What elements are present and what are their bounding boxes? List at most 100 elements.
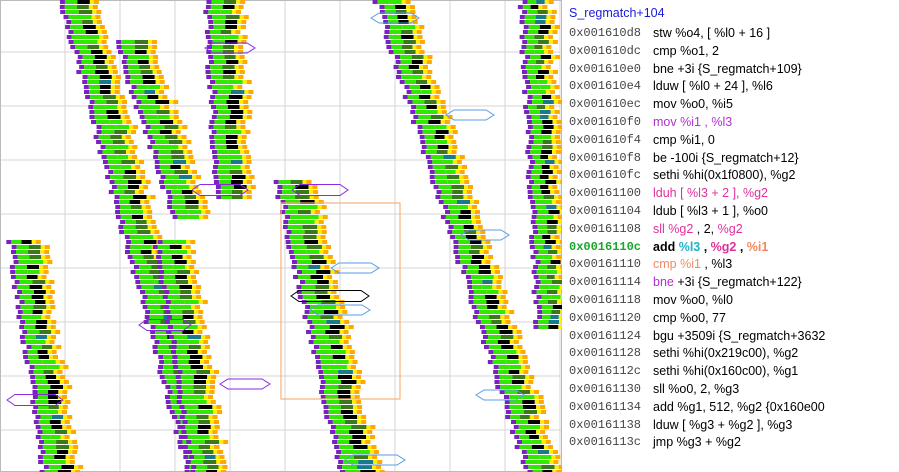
instruction-block-icon (50, 305, 56, 309)
instruction-block-icon (285, 240, 291, 244)
instruction-block-icon (283, 220, 289, 224)
instruction-block-icon (504, 315, 510, 319)
instruction-block-icon (494, 265, 500, 269)
instruction-block-icon (485, 240, 491, 244)
instruction-block-icon (518, 355, 523, 359)
instruction-block-icon (45, 340, 50, 344)
instruction-block-icon (419, 95, 431, 99)
instruction-block-icon (532, 195, 544, 199)
instruction-block-icon (39, 470, 45, 472)
instruction-block-icon (217, 470, 222, 472)
instruction-block-icon (322, 240, 328, 244)
instruction-block-icon (521, 365, 526, 369)
instruction-block-icon (142, 295, 148, 299)
instruction-block-icon (541, 150, 552, 154)
instruction-block-icon (548, 210, 560, 214)
instruction-block-icon (552, 305, 562, 309)
instruction-block-icon (560, 205, 562, 209)
instruction-block-icon (551, 55, 556, 59)
instruction-block-icon (372, 455, 378, 459)
instruction-block-icon (185, 325, 198, 329)
instruction-block-icon (49, 420, 61, 424)
instruction-block-icon (338, 310, 343, 314)
instruction-block-icon (228, 95, 243, 99)
instruction-block-icon (219, 160, 231, 164)
instruction-block-icon (35, 340, 46, 344)
instruction-block-icon (178, 175, 193, 179)
branch-hexagon-icon (191, 184, 249, 196)
instruction-block-icon (442, 160, 453, 164)
instruction-block-icon (390, 25, 403, 29)
instruction-block-icon (193, 315, 198, 319)
instruction-block-icon (140, 70, 153, 74)
instruction-block-icon (482, 280, 493, 284)
instruction-block-icon (469, 240, 482, 244)
instruction-block-icon (134, 190, 139, 194)
instruction-block-icon (402, 25, 416, 29)
instruction-block-icon (389, 0, 402, 4)
instruction-block-icon (63, 385, 68, 389)
instruction-block-icon (314, 325, 330, 329)
instruction-block-icon (196, 195, 201, 199)
instruction-block-icon (479, 250, 484, 254)
instruction-block-icon (45, 255, 51, 259)
instruction-block-icon (551, 280, 562, 284)
instruction-block-icon (205, 390, 210, 394)
instruction-block-icon (431, 90, 436, 94)
instruction-block-icon (529, 240, 535, 244)
instruction-block-icon (135, 165, 141, 169)
instruction-block-icon (424, 135, 435, 139)
instruction-block-icon (102, 160, 108, 164)
instruction-block-icon (176, 350, 187, 354)
instruction-block-icon (222, 85, 234, 89)
instruction-block-icon (544, 35, 549, 39)
instruction-block-icon (504, 405, 510, 409)
instruction-block-icon (319, 250, 324, 254)
pipeline-visualization[interactable] (0, 0, 562, 472)
instruction-block-icon (528, 105, 537, 109)
instruction-block-icon (446, 125, 451, 129)
instruction-block-icon (43, 465, 49, 469)
instruction-block-icon (235, 70, 240, 74)
instruction-block-icon (157, 115, 170, 119)
instruction-block-icon (67, 385, 73, 389)
instruction-block-icon (557, 125, 562, 129)
instruction-block-icon (108, 70, 113, 74)
instruction-block-icon (496, 325, 509, 329)
instruction-block-icon (326, 400, 340, 404)
instruction-block-icon (234, 50, 239, 54)
instruction-block-icon (220, 190, 232, 194)
instruction-block-icon (139, 160, 145, 164)
pipeline-canvas[interactable] (0, 0, 562, 472)
instruction-block-icon (205, 210, 211, 214)
instruction-block-icon (242, 170, 247, 174)
instruction-block-icon (325, 245, 331, 249)
instruction-block-icon (194, 400, 207, 404)
instruction-block-icon (316, 365, 322, 369)
instruction-block-icon (324, 390, 338, 394)
instruction-block-icon (308, 185, 313, 189)
instruction-block-icon (157, 250, 163, 254)
instruction-block-icon (38, 405, 49, 409)
instruction-block-icon (190, 275, 196, 279)
instruction-block-icon (35, 435, 41, 439)
instruction-block-icon (552, 170, 557, 174)
instruction-block-icon (180, 425, 186, 429)
instruction-block-icon (204, 30, 210, 34)
instruction-block-icon (458, 250, 470, 254)
instruction-block-icon (188, 345, 201, 349)
instruction-block-icon (114, 130, 128, 134)
instruction-address: 0x001610e4 (569, 79, 642, 94)
instruction-block-icon (280, 200, 286, 204)
instruction-block-icon (318, 215, 323, 219)
instruction-block-icon (275, 195, 281, 199)
instruction-block-icon (315, 335, 329, 339)
instruction-block-icon (436, 105, 441, 109)
instruction-block-icon (396, 75, 402, 79)
instruction-block-icon (242, 160, 247, 164)
instruction-block-icon (244, 150, 250, 154)
instruction-block-icon (479, 310, 493, 314)
instruction-block-icon (41, 255, 46, 259)
instruction-text: mov %o0, %l0 (653, 292, 733, 309)
instruction-text: bgu +3509i {S_regmatch+3632 (653, 328, 825, 345)
